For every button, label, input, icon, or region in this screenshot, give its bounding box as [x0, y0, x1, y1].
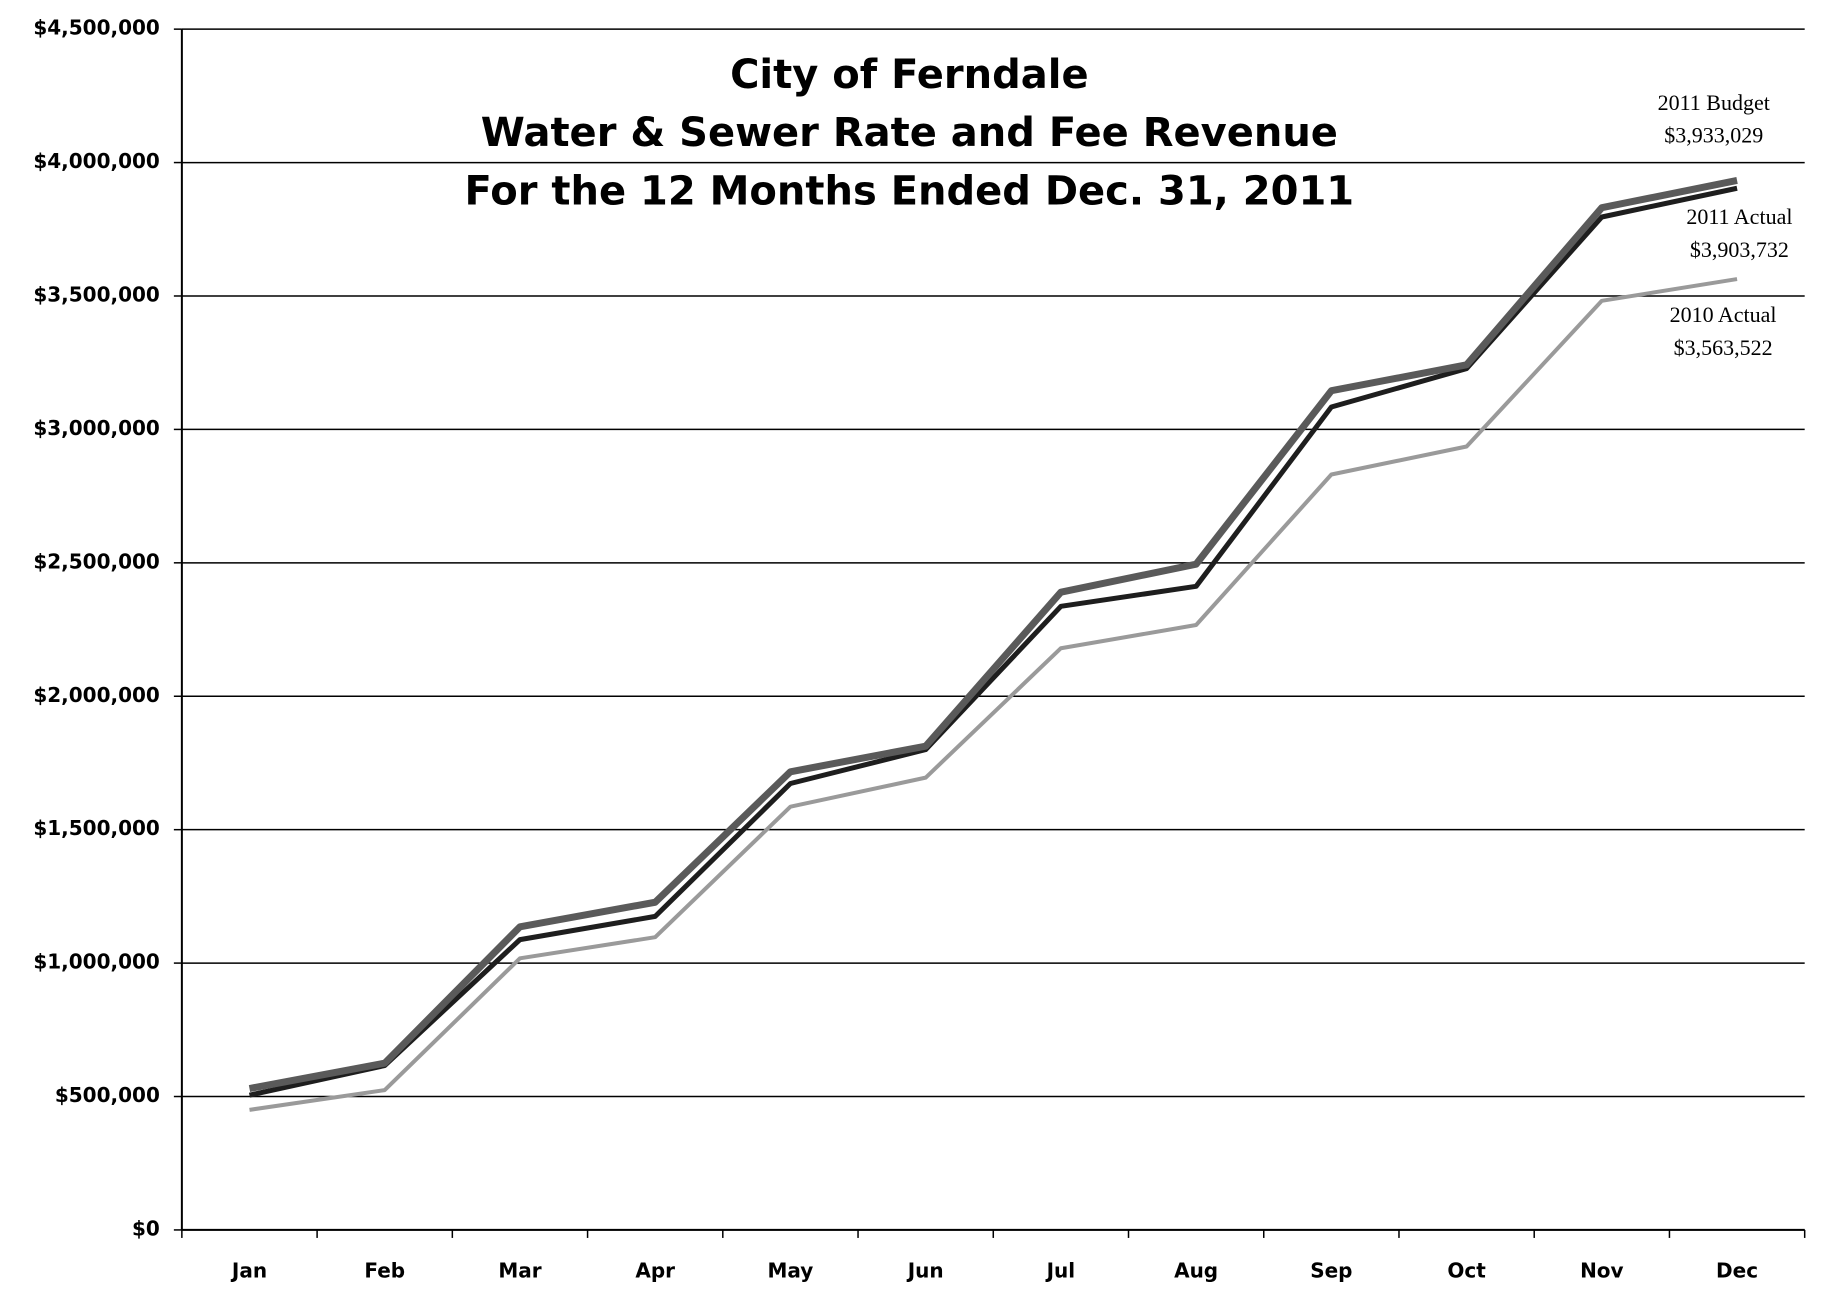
y-tick-label: $0: [132, 1216, 160, 1240]
x-tick-label: Jun: [906, 1258, 944, 1282]
value-label: $3,563,522: [1674, 335, 1773, 360]
chart-title: City of Ferndale: [730, 52, 1089, 98]
x-tick-label: Jul: [1045, 1258, 1076, 1282]
x-tick-label: May: [768, 1258, 814, 1282]
y-tick-label: $500,000: [55, 1083, 160, 1107]
value-label: $3,903,732: [1690, 237, 1789, 262]
y-tick-label: $2,500,000: [33, 549, 160, 573]
x-tick-label: Nov: [1580, 1258, 1624, 1282]
series-line: [249, 277, 1738, 1112]
y-tick-label: $1,500,000: [33, 816, 160, 840]
x-tick-label: Feb: [364, 1258, 405, 1282]
value-label: $3,933,029: [1664, 123, 1763, 148]
chart-title: For the 12 Months Ended Dec. 31, 2011: [465, 169, 1355, 215]
series-label: 2011 Budget: [1658, 90, 1770, 115]
y-tick-label: $4,000,000: [33, 149, 160, 173]
x-tick-label: Apr: [635, 1258, 675, 1282]
x-tick-label: Mar: [498, 1258, 541, 1282]
x-tick-label: Sep: [1310, 1258, 1352, 1282]
y-tick-label: $1,000,000: [33, 950, 160, 974]
y-tick-label: $3,000,000: [33, 416, 160, 440]
x-tick-label: Aug: [1174, 1258, 1218, 1282]
x-tick-label: Dec: [1716, 1258, 1758, 1282]
chart-title: Water & Sewer Rate and Fee Revenue: [481, 110, 1338, 156]
x-tick-label: Jan: [230, 1258, 267, 1282]
series-label: 2011 Actual: [1686, 204, 1792, 229]
series-line: [248, 177, 1738, 1092]
x-tick-label: Oct: [1447, 1258, 1486, 1282]
y-tick-label: $2,000,000: [33, 683, 160, 707]
series-label: 2010 Actual: [1670, 302, 1777, 327]
y-tick-label: $4,500,000: [33, 16, 160, 40]
y-tick-label: $3,500,000: [33, 282, 160, 306]
